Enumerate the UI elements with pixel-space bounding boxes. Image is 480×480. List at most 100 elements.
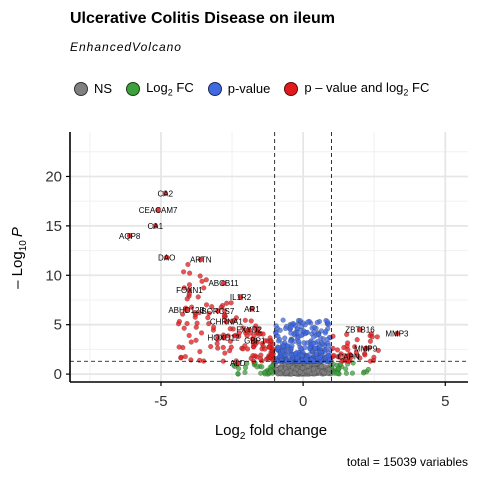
x-tick-label: -5 bbox=[154, 393, 167, 410]
data-point bbox=[288, 352, 294, 358]
gene-label: AQP8 bbox=[119, 232, 141, 241]
data-point bbox=[287, 338, 293, 344]
data-point bbox=[240, 325, 246, 331]
data-point bbox=[345, 346, 351, 353]
data-point bbox=[259, 364, 265, 370]
gene-point bbox=[214, 308, 221, 314]
data-point bbox=[236, 330, 243, 336]
data-point bbox=[324, 319, 331, 325]
data-point bbox=[214, 336, 221, 343]
data-point bbox=[299, 352, 305, 359]
legend-item-ns: NS bbox=[74, 81, 112, 96]
data-point bbox=[275, 333, 281, 339]
data-point bbox=[226, 348, 233, 354]
data-point bbox=[357, 355, 363, 361]
data-point bbox=[331, 352, 337, 359]
gene-point bbox=[186, 287, 193, 293]
data-point bbox=[197, 349, 203, 355]
data-point bbox=[301, 340, 307, 346]
data-point bbox=[227, 338, 234, 344]
data-point bbox=[266, 344, 272, 350]
data-point bbox=[360, 370, 367, 376]
data-point bbox=[304, 329, 310, 335]
data-point bbox=[233, 332, 239, 339]
gene-label: IL1R2 bbox=[230, 293, 252, 302]
data-point bbox=[272, 329, 279, 336]
data-point bbox=[184, 320, 190, 327]
data-point bbox=[180, 269, 187, 275]
data-point bbox=[325, 353, 331, 359]
data-point bbox=[374, 334, 380, 340]
data-point bbox=[317, 335, 324, 341]
gene-label: MMP3 bbox=[385, 330, 409, 339]
data-point bbox=[323, 328, 329, 334]
gene-point bbox=[251, 337, 258, 344]
data-point bbox=[278, 365, 284, 372]
data-point bbox=[312, 345, 318, 352]
data-point bbox=[188, 339, 194, 345]
data-point bbox=[221, 314, 228, 320]
data-point bbox=[259, 340, 265, 347]
gene-label: DAO bbox=[158, 253, 175, 262]
gene-label: CA2 bbox=[157, 189, 173, 198]
data-point bbox=[310, 340, 317, 346]
data-point bbox=[221, 308, 228, 314]
data-point bbox=[343, 366, 349, 372]
data-point bbox=[192, 314, 198, 320]
data-point bbox=[326, 366, 332, 373]
data-point bbox=[186, 332, 192, 339]
gene-point bbox=[163, 254, 170, 261]
grid bbox=[70, 132, 468, 382]
data-point bbox=[224, 300, 230, 306]
data-point bbox=[201, 285, 207, 291]
y-tick-label: 15 bbox=[45, 218, 62, 235]
data-point bbox=[193, 324, 199, 330]
data-point bbox=[269, 352, 275, 358]
data-point bbox=[344, 331, 350, 338]
data-point bbox=[341, 344, 347, 351]
data-point bbox=[267, 338, 273, 344]
data-point bbox=[280, 317, 286, 323]
data-point bbox=[317, 354, 323, 361]
data-point bbox=[235, 370, 241, 377]
data-point bbox=[232, 363, 238, 370]
caption: total = 15039 variables bbox=[346, 455, 468, 469]
y-axis-label: – Log10P bbox=[9, 227, 29, 289]
legend-swatch-p bbox=[207, 81, 222, 96]
data-point bbox=[176, 344, 182, 350]
gene-point bbox=[362, 345, 369, 352]
data-point bbox=[278, 357, 285, 363]
data-point bbox=[179, 311, 186, 317]
data-point bbox=[304, 363, 311, 369]
data-point bbox=[317, 344, 323, 350]
data-point bbox=[352, 344, 358, 350]
data-point bbox=[178, 355, 184, 361]
legend-label-p: p-value bbox=[227, 81, 271, 97]
gene-point bbox=[220, 280, 227, 287]
data-point bbox=[186, 282, 193, 288]
data-point bbox=[282, 335, 288, 341]
data-point bbox=[195, 294, 201, 300]
gene-label: FXYD2 bbox=[236, 326, 262, 335]
data-point bbox=[336, 365, 342, 371]
legend-label-ns: NS bbox=[94, 81, 113, 97]
gene-label: ZBTB16 bbox=[345, 326, 375, 335]
legend-swatch-fc-p bbox=[284, 81, 299, 96]
legend-item-fc: Log2 FC bbox=[126, 80, 194, 98]
data-point bbox=[257, 356, 264, 362]
data-point bbox=[319, 363, 325, 369]
data-point bbox=[354, 337, 360, 343]
data-point bbox=[244, 333, 250, 339]
data-point bbox=[218, 304, 224, 310]
data-point bbox=[280, 343, 286, 349]
data-point bbox=[321, 370, 327, 376]
data-point bbox=[277, 370, 283, 377]
gene-point bbox=[237, 294, 244, 300]
data-point bbox=[175, 321, 182, 327]
data-point bbox=[310, 366, 317, 372]
data-point bbox=[296, 338, 302, 345]
data-point bbox=[262, 346, 268, 352]
data-point bbox=[311, 324, 317, 330]
legend-label-fc-p: p – value and log2 FC bbox=[304, 80, 430, 98]
